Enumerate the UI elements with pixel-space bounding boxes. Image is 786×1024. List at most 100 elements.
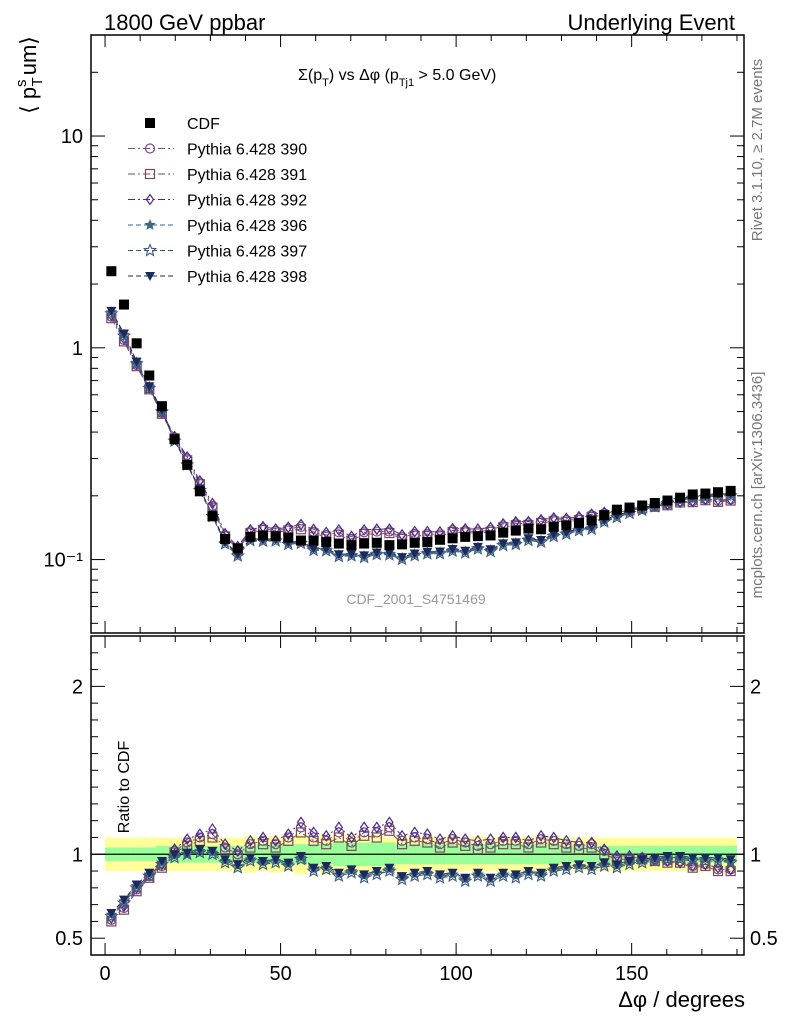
data-point: [308, 535, 319, 546]
ratio-marker: [586, 842, 597, 853]
ratio-marker: [167, 850, 182, 864]
data-point: [573, 517, 584, 528]
data-point: [498, 527, 509, 538]
ratio-marker: [534, 868, 549, 883]
legend-label: CDF: [187, 116, 220, 133]
legend-label: Pythia 6.428 391: [187, 167, 307, 184]
data-point: [687, 489, 698, 500]
ratio-marker: [688, 859, 697, 873]
series-marker: [333, 550, 344, 560]
series-marker: [296, 518, 306, 531]
ratio-marker: [635, 855, 650, 869]
ratio-marker: [359, 830, 370, 841]
ratio-marker: [333, 868, 344, 878]
ratio-marker: [536, 829, 546, 842]
axis-labels: 0 50 100 150 10⁻¹ 1 10 0.5 0.5 1 1 2 2: [44, 126, 778, 985]
data-point: [245, 531, 256, 542]
ratio-marker: [624, 856, 635, 866]
series-line-main: [110, 313, 731, 560]
series-marker: [116, 328, 132, 343]
ratio-marker: [258, 831, 268, 844]
data-point: [270, 531, 281, 542]
ratio-marker: [270, 855, 281, 865]
ratio-marker: [258, 856, 269, 866]
ratio-marker: [334, 821, 344, 834]
data-point: [346, 540, 357, 551]
legend-label: Pythia 6.428 390: [187, 142, 307, 159]
ratio-marker: [710, 853, 726, 867]
ratio-marker: [154, 856, 169, 871]
ratio-marker: [460, 840, 471, 851]
ratio-marker: [498, 831, 508, 844]
data-point: [649, 497, 660, 508]
ratio-tick-label-left: 2: [72, 676, 83, 698]
series-marker: [131, 357, 142, 367]
ratio-marker: [195, 828, 205, 841]
rivet-version-label: Rivet 3.1.10, ≥ 2.7M events: [749, 59, 766, 242]
header-right-label: Underlying Event: [567, 10, 735, 35]
ratio-marker: [511, 831, 521, 844]
data-point: [637, 500, 648, 511]
series-marker: [434, 547, 445, 557]
x-axis-label: Δφ / degrees: [618, 987, 745, 1012]
ratio-marker: [296, 816, 306, 829]
legend-marker: [142, 243, 158, 257]
data-point: [283, 532, 294, 543]
ratio-marker: [712, 865, 724, 877]
ratio-marker: [205, 846, 220, 861]
data-point: [624, 502, 635, 513]
ratio-marker: [647, 853, 662, 867]
data-point: [725, 485, 736, 496]
ratio-marker: [192, 845, 207, 859]
series-marker: [409, 549, 420, 559]
data-point: [333, 538, 344, 549]
series-marker: [119, 329, 130, 339]
ratio-marker: [384, 825, 395, 836]
series-marker: [309, 523, 318, 536]
ratio-marker: [483, 873, 498, 888]
ratio-marker: [524, 834, 533, 847]
data-point: [523, 523, 534, 534]
ratio-marker: [104, 908, 119, 923]
ratio-marker: [548, 839, 559, 850]
ratio-marker: [319, 861, 334, 876]
ratio-marker: [233, 844, 242, 857]
series-marker: [423, 525, 432, 538]
ratio-marker: [119, 895, 130, 905]
ratio-marker: [622, 856, 637, 871]
ratio-marker: [420, 866, 435, 881]
ratio-marker: [597, 858, 612, 873]
ratio-marker: [284, 828, 293, 841]
ratio-tick-label-right: 2: [750, 676, 761, 698]
ratio-marker: [207, 832, 218, 843]
x-tick-label: 50: [269, 963, 291, 985]
data-point: [220, 534, 231, 545]
main-panel-frame: [90, 34, 745, 634]
series-marker: [385, 523, 394, 536]
ratio-marker: [460, 873, 471, 883]
legend-marker-data: [145, 118, 155, 128]
series-marker: [384, 527, 395, 539]
data-point: [384, 540, 395, 551]
ratio-marker: [473, 834, 483, 847]
ratio-marker: [571, 860, 587, 874]
ratio-marker: [371, 867, 382, 877]
ratio-marker: [357, 870, 372, 884]
series-marker: [371, 548, 382, 558]
legend-marker: [144, 143, 156, 154]
x-tick-label: 100: [439, 963, 472, 985]
ratio-marker: [548, 863, 559, 873]
data-point: [397, 539, 408, 550]
y-tick-label: 1: [72, 338, 83, 360]
ratio-marker: [257, 839, 269, 850]
ratio-marker: [423, 828, 432, 841]
ratio-marker: [561, 842, 572, 853]
ratio-marker: [394, 871, 410, 886]
data-point: [536, 524, 547, 535]
ratio-marker: [156, 856, 167, 866]
ratio-marker: [385, 816, 394, 829]
ratio-tick-label-right: 1: [750, 844, 761, 866]
ratio-tick-label-left: 0.5: [55, 928, 83, 950]
x-tick-label: 0: [99, 963, 110, 985]
